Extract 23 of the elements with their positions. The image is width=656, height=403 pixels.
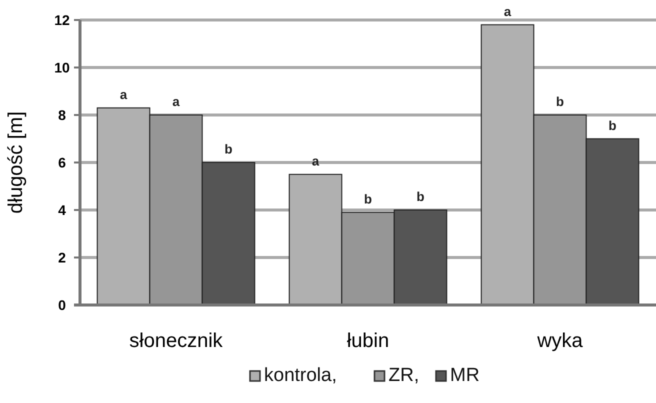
y-tick-label: 6 bbox=[58, 154, 66, 170]
data-label: a bbox=[120, 86, 128, 102]
legend-label: ZR, bbox=[388, 365, 420, 386]
y-tick-label: 12 bbox=[54, 12, 70, 28]
data-label: a bbox=[312, 153, 320, 168]
y-axis-title: długość [m] bbox=[5, 111, 27, 214]
data-label: b bbox=[608, 118, 617, 133]
data-label: b bbox=[224, 142, 233, 156]
legend-label: kontrola, bbox=[264, 365, 337, 386]
y-tick-label: 0 bbox=[58, 296, 66, 313]
y-tick-label: 8 bbox=[58, 106, 66, 123]
data-label: b bbox=[416, 189, 425, 204]
y-tick-label: 10 bbox=[54, 59, 70, 76]
data-label: a bbox=[504, 4, 512, 19]
data-label: a bbox=[172, 94, 180, 109]
y-tick-label: 2 bbox=[58, 249, 66, 266]
x-tick-label: wyka bbox=[536, 330, 584, 352]
legend-label: MR bbox=[450, 365, 480, 386]
y-tick-label: 4 bbox=[58, 202, 66, 218]
data-label: b bbox=[364, 191, 372, 206]
x-tick-label: łubin bbox=[346, 330, 390, 352]
x-tick-label: słonecznik bbox=[129, 330, 224, 352]
data-label: b bbox=[556, 94, 564, 109]
